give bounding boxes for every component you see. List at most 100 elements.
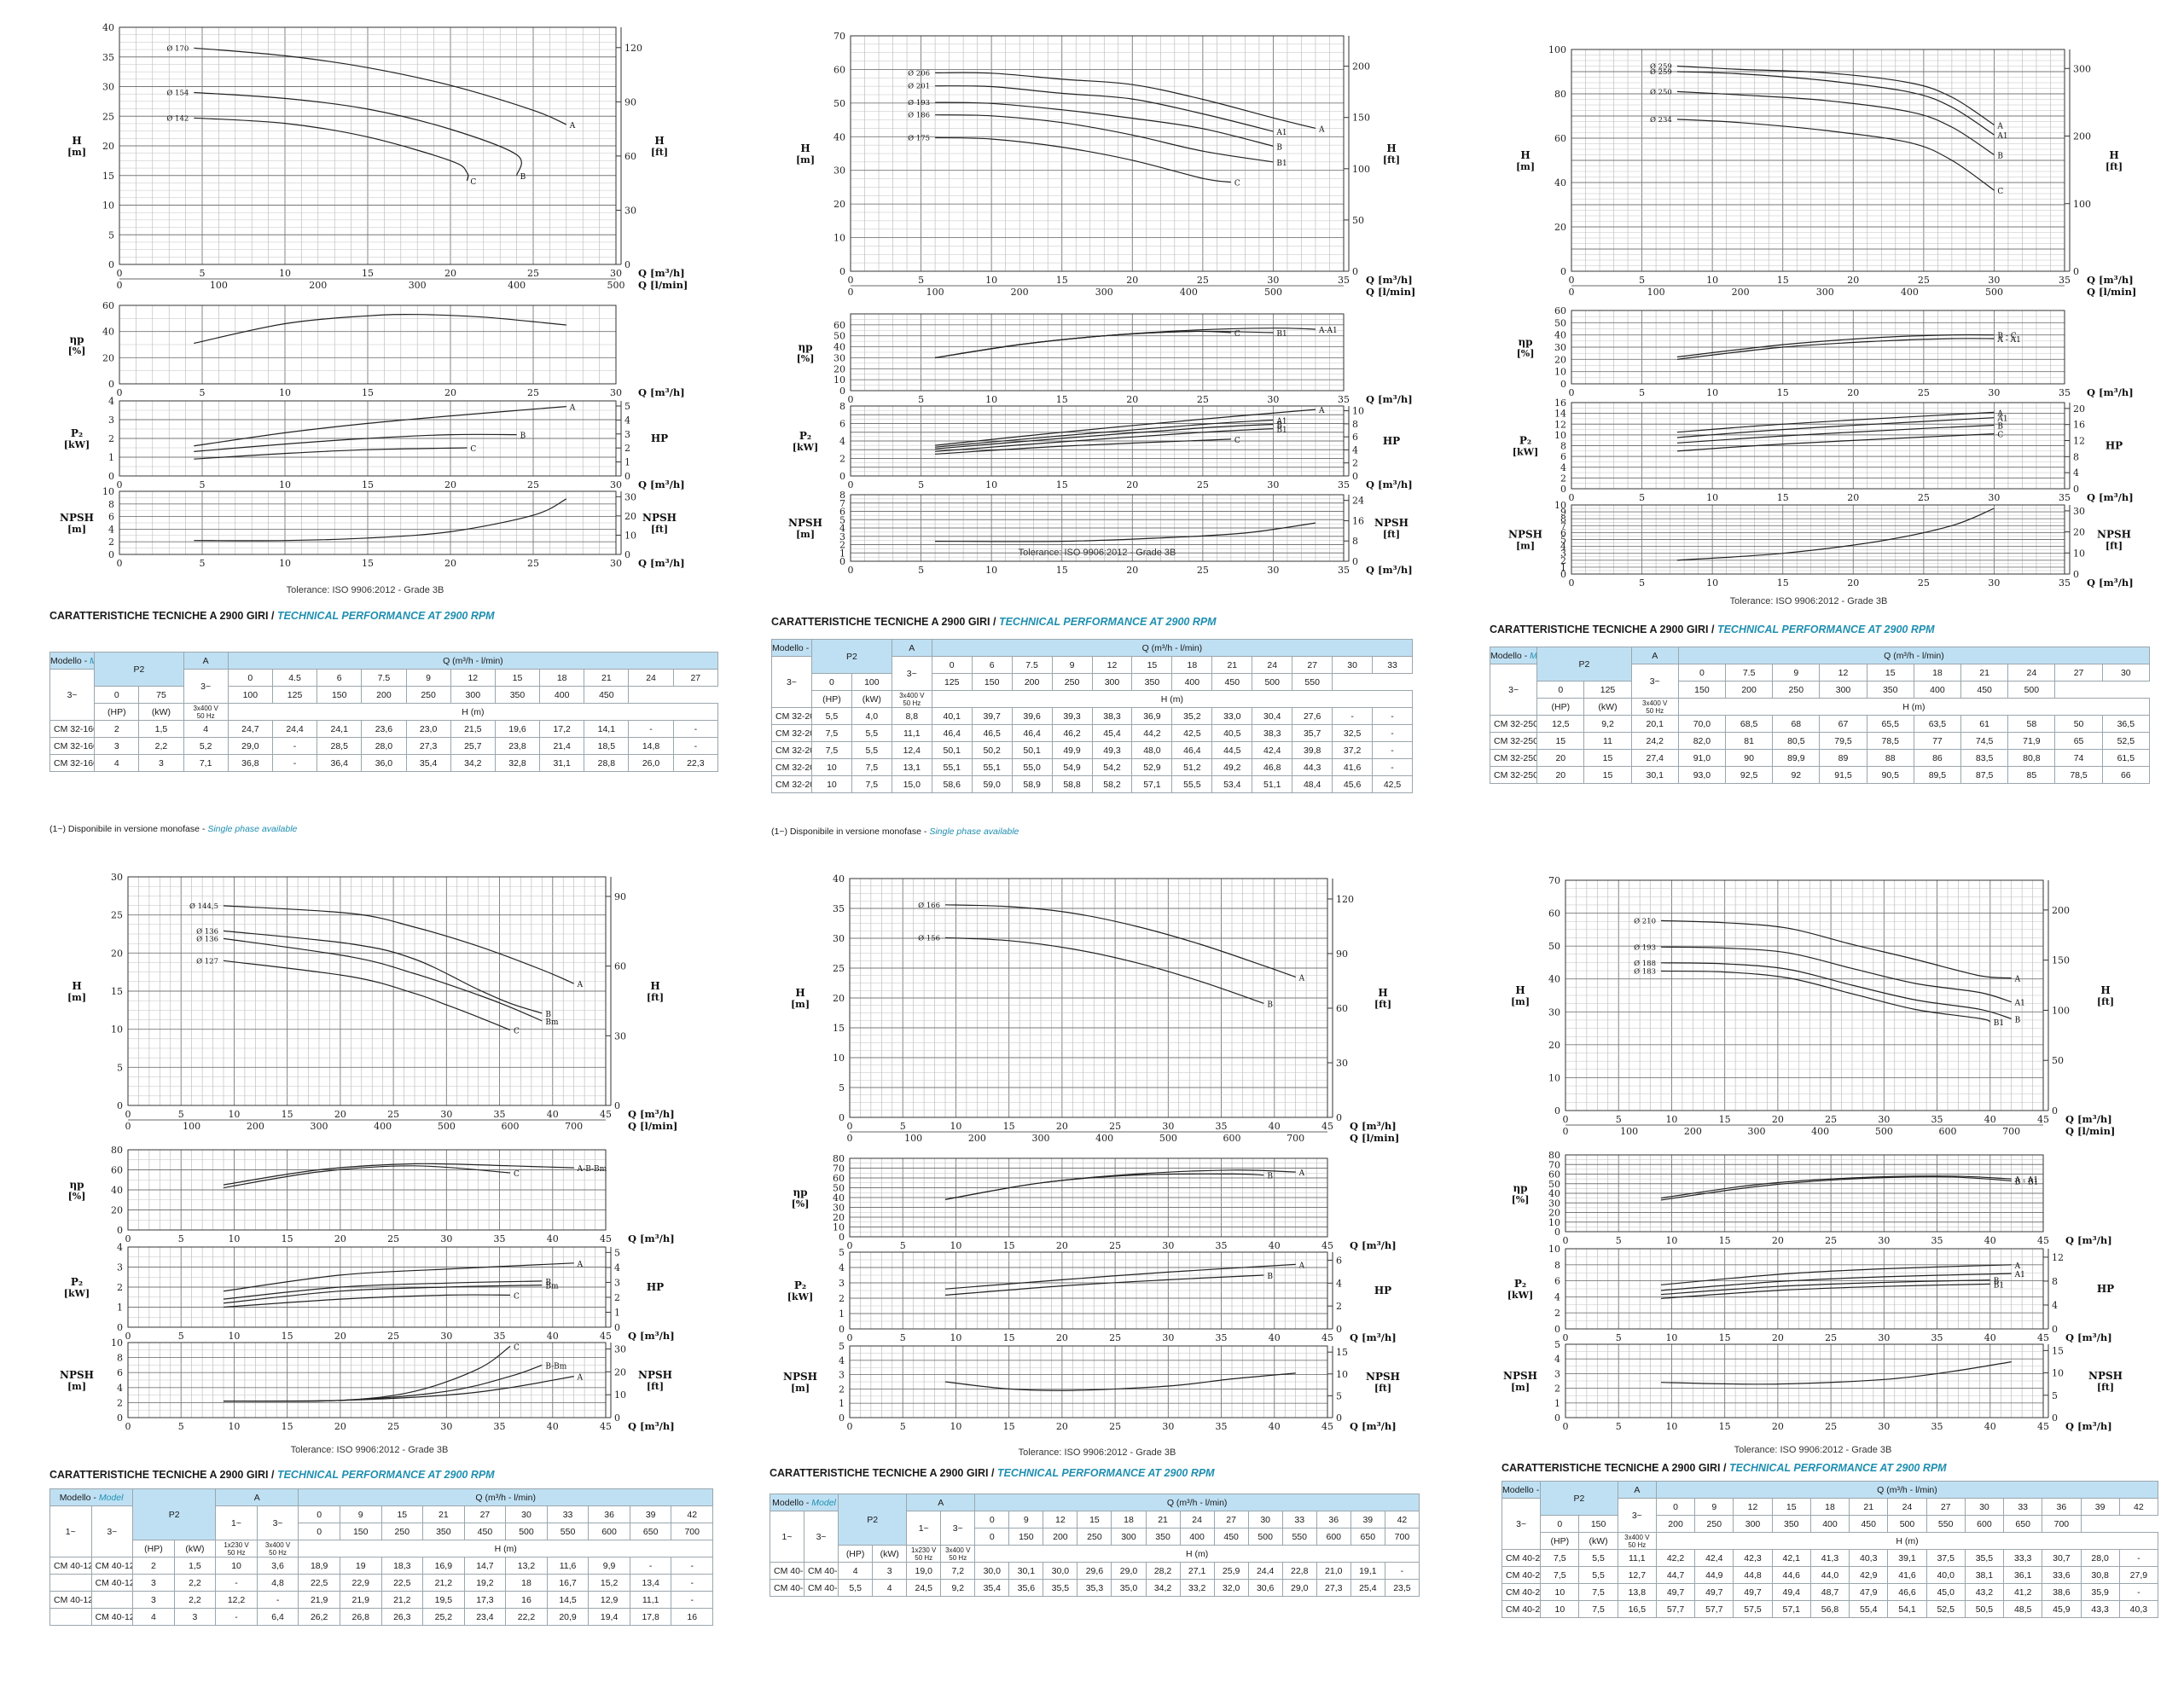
head-value: 37,5 [1926,1549,1966,1567]
table-row: CM 40-160 BCM 40-160 B4319,07,230,030,13… [769,1562,1420,1580]
x-tick-label: 25 [387,1109,399,1120]
head-value: 89,5 [1913,766,1962,784]
curve-label: B1 [1276,160,1287,168]
head-frame [849,878,1328,1118]
curve-label: C [514,1343,520,1352]
y-tick-label: 2 [117,1282,123,1293]
head-value: - [2118,1549,2159,1567]
y-tick-label: 50 [1548,941,1560,952]
q-lmin-value: 150 [971,673,1013,691]
y-tick-label: 60 [1548,908,1560,919]
q-lmin-value: 300 [1091,673,1133,691]
hp-tick-label: 20 [2073,403,2085,415]
lpm-tick-label: 0 [1563,1126,1569,1137]
y-axis-label: NPSH [788,517,822,529]
head-value: 18,3 [380,1557,424,1575]
curve-label: B [1276,422,1282,431]
current-value: 8,8 [891,707,932,725]
hp-value: 20 [1536,749,1585,767]
head-value: 37,2 [1332,741,1374,759]
q-m3h-value: 33 [2003,1498,2043,1516]
y-axis-label: H [72,135,81,147]
y-tick-label: 1 [839,1398,845,1409]
y-axis-unit: [m] [67,147,86,158]
table-header-row: 0 125 150 200 250 300 350 400 450 500 [1490,681,2150,699]
section-title-sep: / [990,616,999,628]
q-lmin-value: 250 [1051,673,1093,691]
q-lmin-value: 0 [974,1528,1010,1546]
x-tick-label: 10 [228,1233,240,1244]
head-value: 13,2 [505,1557,548,1575]
hp-unit: (HP) [94,703,140,721]
head-value: 18,9 [298,1557,340,1575]
curve-label: B [1267,1273,1273,1281]
voltage: 3x400 V [193,704,218,712]
x-axis-label: Q [m³/h] [638,479,685,490]
npsh-curve [194,498,567,542]
ft-axis-label: NPSH [2088,1370,2123,1382]
lpm-tick-label: 0 [1569,287,1575,298]
table-header-row: 1~ 3~ 1~ 3~ 0 9 12 15 18 21 24 27 30 33 36 39 42 [769,1511,1420,1563]
x-tick-label: 35 [1338,479,1350,490]
y-tick-label: 0 [839,1232,845,1243]
lpm-tick-label: 600 [1223,1133,1241,1144]
table-row: CM 40-200 A1107,513,849,749,749,749,448,… [1501,1583,2159,1601]
head-value: 88 [1866,749,1914,767]
performance-table: Modello - Model P2 A Q (m³/h - l/min) 1~ 3~ 1~… [769,1494,1420,1597]
power-curve [194,447,468,460]
curve-label: B [520,432,526,441]
hp-tick-label: 0 [1352,471,1358,482]
npsh-curve [944,1372,1296,1391]
ft-tick-label: 100 [2052,1005,2070,1016]
q-lmin-value: 125 [1583,681,1632,699]
q-m3h-value: 30 [1247,1511,1283,1528]
y-tick-label: 30 [102,82,114,93]
current-3ph-value: 3,6 [256,1557,299,1575]
head-value: 78,5 [2054,766,2103,784]
x-tick-label: 20 [334,1421,346,1432]
current-value: 12,4 [891,741,932,759]
lpm-tick-label: 0 [117,280,123,291]
h-unit: H (m) [298,1540,713,1557]
head-value: 28,0 [2080,1549,2120,1567]
kw-value: 7,5 [1578,1600,1618,1618]
ft-tick-label: 90 [1336,948,1348,960]
ft-tick-label: 30 [614,1344,626,1355]
q-header: Q (m³/h - l/min) [298,1488,713,1506]
x-tick-label: 5 [1639,577,1645,589]
head-value: 14,1 [584,720,630,738]
q-lmin-value: 150 [317,686,363,704]
power-curve [935,409,1316,446]
lpm-tick-label: 600 [1939,1126,1957,1137]
x-tick-label: 25 [1109,1332,1121,1343]
y-tick-label: 3 [1560,548,1566,560]
head-value: 24,7 [227,720,273,738]
x-tick-label: 5 [178,1331,184,1342]
hp-tick-label: 8 [2052,1276,2058,1287]
curve-label: A [1996,409,2003,418]
head-value: 44,8 [1733,1566,1773,1584]
x-tick-label: 30 [610,558,622,569]
head-value: - [1372,724,1413,742]
x-tick-label: 20 [1772,1332,1784,1343]
tolerance-note: Tolerance: ISO 9906:2012 - Grade 3B [1018,548,1176,558]
x-tick-label: 5 [1616,1421,1622,1432]
efficiency-curve [944,1173,1264,1200]
hp-tick-label: 1 [614,1307,620,1318]
impeller-diameter-label: Ø 183 [1634,966,1656,976]
hp-value: 10 [1540,1583,1580,1601]
x-tick-label: 35 [494,1109,506,1120]
head-value: 36,8 [227,754,273,772]
impeller-diameter-label: Ø 166 [918,901,940,910]
phase-header: 1~ [215,1505,258,1540]
y-tick-label: 2 [108,537,114,548]
phase-header: 3~ [1617,1498,1657,1533]
npsh-grid [849,1345,1328,1418]
y-axis-label: H [795,987,804,999]
q-lmin-value: 0 [1536,681,1585,699]
head-value: 39,8 [1292,741,1333,759]
x-tick-label: 35 [494,1233,506,1244]
